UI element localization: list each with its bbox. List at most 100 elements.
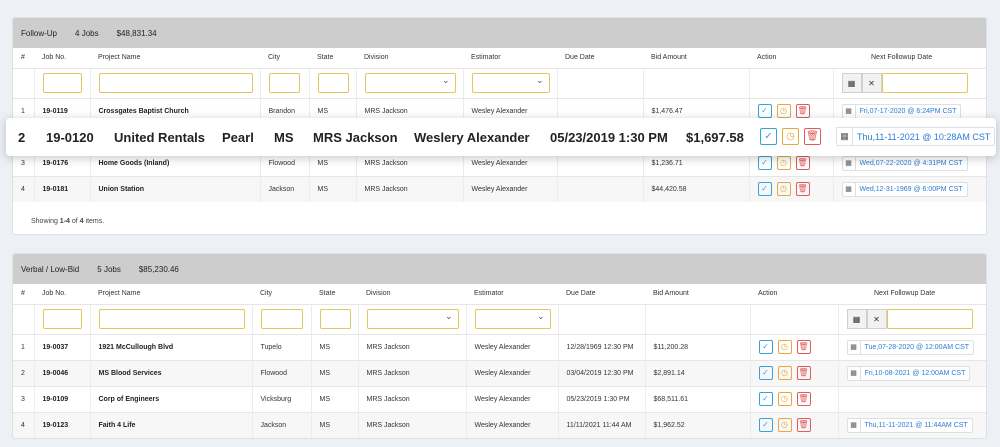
panel-title: Verbal / Low-Bid — [21, 264, 80, 274]
col-job-no[interactable]: Job No. — [42, 290, 67, 298]
jobs-table: # Job No. Project Name City State Divisi… — [13, 284, 986, 438]
trash-icon[interactable]: 🗑 — [796, 418, 811, 433]
division-select[interactable] — [364, 73, 456, 93]
col-city[interactable]: City — [268, 54, 281, 62]
panel-header: Verbal / Low-Bid 5 Jobs $85,230.46 — [13, 254, 986, 284]
city-filter[interactable] — [260, 309, 303, 329]
clock-icon[interactable]: ◷ — [777, 340, 792, 354]
col-due-date[interactable]: Due Date — [566, 290, 596, 298]
col-state[interactable]: State — [319, 290, 336, 298]
calendar-icon: ▦ — [848, 340, 861, 354]
trash-icon[interactable]: 🗑 — [795, 156, 810, 170]
check-square-icon[interactable]: ✓ — [758, 418, 773, 433]
estimator: Weslery Alexander — [414, 129, 530, 145]
close-icon[interactable]: ✕ — [866, 309, 887, 329]
table-row[interactable]: 1 19-0037 1921 McCullough Blvd Tupelo MS… — [13, 333, 986, 360]
close-icon[interactable]: ✕ — [861, 73, 882, 93]
estimator-select[interactable] — [474, 309, 551, 329]
check-square-icon[interactable]: ✓ — [758, 366, 773, 380]
col-due-date[interactable]: Due Date — [565, 54, 595, 62]
next-followup-date[interactable]: ▦ Thu,11-11-2021 @ 11:44AM CST — [846, 417, 973, 433]
estimator-select[interactable] — [471, 73, 550, 93]
clock-icon[interactable]: ◷ — [776, 156, 791, 170]
job-no-filter[interactable] — [42, 309, 82, 329]
filter-row: ▦ ✕ — [13, 67, 986, 98]
col-project-name[interactable]: Project Name — [98, 290, 141, 298]
division: MRS Jackson — [313, 129, 398, 145]
col-estimator[interactable]: Estimator — [471, 54, 501, 62]
verbal-low-bid-panel: Verbal / Low-Bid 5 Jobs $85,230.46 # Job… — [12, 253, 987, 439]
clock-icon[interactable]: ◷ — [777, 418, 792, 433]
clock-icon[interactable]: ◷ — [776, 104, 791, 118]
panel-header: Follow-Up 4 Jobs $48,831.34 — [13, 18, 986, 48]
next-followup-date[interactable]: ▦ Wed,07-22-2020 @ 4:31PM CST — [841, 155, 968, 171]
clock-icon[interactable]: ◷ — [782, 128, 799, 145]
row-index: 2 — [18, 129, 26, 145]
col-division[interactable]: Division — [366, 290, 391, 298]
project-name-filter[interactable] — [98, 73, 253, 93]
next-followup-filter[interactable] — [886, 309, 973, 329]
table-row[interactable]: 3 19-0109 Corp of Engineers Vicksburg MS… — [13, 385, 986, 412]
col-index: # — [21, 290, 25, 298]
project-name-filter[interactable] — [98, 309, 245, 329]
col-job-no[interactable]: Job No. — [42, 54, 67, 62]
check-square-icon[interactable]: ✓ — [758, 392, 773, 406]
calendar-icon: ▦ — [848, 366, 861, 380]
trash-icon[interactable]: 🗑 — [796, 340, 811, 354]
state: MS — [274, 129, 294, 145]
clock-icon[interactable]: ◷ — [776, 182, 791, 197]
check-square-icon[interactable]: ✓ — [757, 104, 772, 118]
total-amount: $85,230.46 — [138, 264, 179, 274]
table-header-row: # Job No. Project Name City State Divisi… — [13, 48, 986, 68]
col-estimator[interactable]: Estimator — [474, 290, 504, 298]
col-division[interactable]: Division — [364, 54, 389, 62]
trash-icon[interactable]: 🗑 — [796, 366, 811, 380]
col-index: # — [21, 54, 25, 62]
col-next-followup[interactable]: Next Followup Date — [874, 290, 936, 298]
table-row[interactable]: 4 19-0181 Union Station Jackson MS MRS J… — [13, 175, 986, 202]
col-bid-amount[interactable]: Bid Amount — [653, 290, 689, 298]
dragged-row[interactable]: 2 19-0120 United Rentals Pearl MS MRS Ja… — [6, 118, 996, 156]
next-followup-filter[interactable] — [881, 73, 968, 93]
total-amount: $48,831.34 — [116, 28, 157, 38]
project-name: United Rentals — [114, 129, 206, 145]
trash-icon[interactable]: 🗑 — [795, 182, 810, 197]
calendar-icon[interactable]: ▦ — [841, 73, 862, 93]
col-city[interactable]: City — [260, 290, 273, 298]
job-no-filter[interactable] — [42, 73, 82, 93]
col-action: Action — [758, 290, 778, 298]
state-filter[interactable] — [319, 309, 351, 329]
clock-icon[interactable]: ◷ — [777, 366, 792, 380]
calendar-icon: ▦ — [843, 156, 856, 170]
city-filter[interactable] — [268, 73, 300, 93]
division-select[interactable] — [366, 309, 459, 329]
city: Pearl — [222, 129, 254, 145]
table-row[interactable]: 4 19-0123 Faith 4 Life Jackson MS MRS Ja… — [13, 411, 986, 438]
clock-icon[interactable]: ◷ — [777, 392, 792, 406]
calendar-icon: ▦ — [837, 128, 853, 145]
job-count: 5 Jobs — [97, 264, 121, 274]
check-square-icon[interactable]: ✓ — [760, 128, 777, 145]
job-count: 4 Jobs — [75, 28, 99, 38]
check-square-icon[interactable]: ✓ — [757, 182, 772, 197]
next-followup-date[interactable]: ▦ Thu,11-11-2021 @ 10:28AM CST — [836, 127, 996, 146]
col-project-name[interactable]: Project Name — [98, 54, 141, 62]
check-square-icon[interactable]: ✓ — [757, 156, 772, 170]
table-row[interactable]: 2 19-0046 MS Blood Services Flowood MS M… — [13, 359, 986, 386]
col-state[interactable]: State — [317, 54, 334, 62]
trash-icon[interactable]: 🗑 — [804, 128, 821, 145]
next-followup-date[interactable]: ▦ Fri,07-17-2020 @ 6:24PM CST — [841, 103, 962, 119]
trash-icon[interactable]: 🗑 — [795, 104, 810, 118]
next-followup-date[interactable]: ▦ Wed,12-31-1969 @ 6:00PM CST — [841, 181, 968, 197]
state-filter[interactable] — [317, 73, 349, 93]
trash-icon[interactable]: 🗑 — [796, 392, 811, 406]
check-square-icon[interactable]: ✓ — [758, 340, 773, 354]
col-bid-amount[interactable]: Bid Amount — [651, 54, 687, 62]
calendar-icon: ▦ — [843, 182, 856, 196]
row-actions: ✓ ◷ 🗑 — [760, 128, 821, 145]
calendar-icon[interactable]: ▦ — [846, 309, 867, 329]
next-followup-date[interactable]: ▦ Fri,10-08-2021 @ 12:00AM CST — [846, 365, 971, 381]
table-header-row: # Job No. Project Name City State Divisi… — [13, 284, 986, 304]
next-followup-date[interactable]: ▦ Tue,07-28-2020 @ 12:00AM CST — [846, 339, 975, 355]
col-next-followup[interactable]: Next Followup Date — [871, 54, 933, 62]
